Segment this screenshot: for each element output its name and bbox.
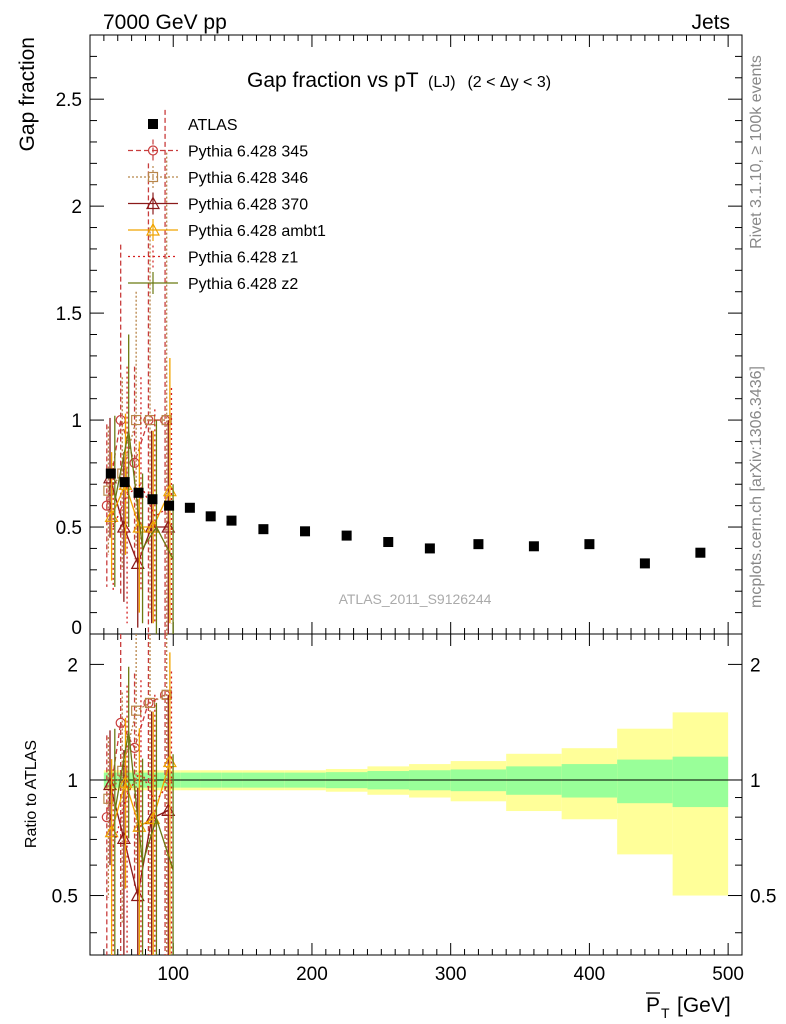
legend-label: Pythia 6.428 z1 <box>188 250 298 267</box>
legend-marker <box>145 222 161 236</box>
chart-title: Gap fraction vs pT (LJ) (2 < Δy < 3) <box>247 69 551 92</box>
y-tick-label: 0.5 <box>56 518 82 539</box>
atlas-data-point <box>205 511 216 522</box>
atlas-data-point <box>341 530 352 541</box>
ratio-series-point <box>144 697 156 709</box>
ratio-series-point <box>103 793 114 804</box>
atlas-data-point <box>639 558 650 569</box>
y-tick-label: 1 <box>71 411 82 432</box>
legend-marker <box>148 119 158 129</box>
ratio-inner-band <box>617 759 673 804</box>
ratio-series-line <box>112 768 172 848</box>
legend-label: ATLAS <box>188 117 238 134</box>
x-tick-label: 100 <box>157 964 189 985</box>
atlas-data-point <box>164 500 175 511</box>
ratio-inner-band <box>506 766 562 795</box>
atlas-data-point <box>184 502 195 513</box>
y-tick-label: 0 <box>71 618 82 639</box>
series-point <box>161 414 172 426</box>
legend-label: Pythia 6.428 370 <box>188 197 308 214</box>
x-axis-label: P T [GeV] <box>646 992 731 1021</box>
mcplots-text: mcplots.cern.ch [arXiv:1306.3436] <box>748 366 765 608</box>
ratio-plot-area <box>101 634 177 955</box>
y-axis-label: Gap fraction <box>16 37 39 151</box>
svg-text:P: P <box>646 994 660 1017</box>
legend-label: Pythia 6.428 z2 <box>188 276 298 293</box>
ratio-series-point <box>116 831 131 845</box>
ratio-series-point <box>161 689 172 700</box>
ratio-y-tick-label-left: 2 <box>67 655 78 676</box>
svg-text:T: T <box>661 1005 670 1021</box>
legend-label: Pythia 6.428 346 <box>188 170 308 187</box>
ratio-uncertainty-bands <box>90 712 742 896</box>
atlas-data-point <box>258 524 269 535</box>
svg-text:[GeV]: [GeV] <box>677 994 731 1017</box>
ratio-y-axis-label: Ratio to ATLAS <box>23 740 40 848</box>
ratio-inner-band <box>672 756 729 808</box>
axis-ticks: 100 200 300 400 500 0 0.5 1 1.5 2 2.5 0.5 1 2 0.5 1 2 <box>52 34 776 985</box>
energy-label: 7000 GeV pp <box>103 11 227 34</box>
atlas-data-point <box>300 526 311 537</box>
series-point <box>116 519 131 533</box>
ratio-series-point <box>130 888 145 902</box>
atlas-data-point <box>105 468 116 479</box>
ratio-y-tick-label-left: 0.5 <box>52 887 78 908</box>
ratio-series-point <box>102 777 118 791</box>
ratio-y-tick-label-right: 1 <box>750 771 761 792</box>
rivet-version-text: Rivet 3.1.10, ≥ 100k events <box>748 55 765 249</box>
atlas-data-point <box>147 494 158 505</box>
atlas-data-point <box>119 477 130 488</box>
x-tick-label: 500 <box>712 964 744 985</box>
atlas-data-point <box>695 547 706 558</box>
ratio-inner-band <box>561 764 618 798</box>
series-point <box>103 485 114 496</box>
x-tick-label: 200 <box>296 964 328 985</box>
atlas-data-point <box>473 539 484 550</box>
y-tick-label: 1.5 <box>56 304 82 325</box>
legend: ATLAS Pythia 6.428 345 Pythia 6.428 346 Pyt… <box>128 117 326 294</box>
atlas-data-point <box>226 515 237 526</box>
x-tick-label: 300 <box>435 964 467 985</box>
legend-marker <box>145 196 161 210</box>
ratio-y-tick-label-right: 0.5 <box>750 887 776 908</box>
analysis-watermark: ATLAS_2011_S9126244 <box>339 591 492 607</box>
atlas-data-point <box>383 537 394 548</box>
atlas-data-point <box>424 543 435 554</box>
y-tick-label: 2 <box>71 197 82 218</box>
atlas-data-point <box>133 487 144 498</box>
ratio-y-tick-label-left: 1 <box>67 771 78 792</box>
y-tick-label: 2.5 <box>56 90 82 111</box>
atlas-data-point <box>528 541 539 552</box>
legend-label: Pythia 6.428 ambt1 <box>188 223 326 240</box>
series-point <box>131 414 142 426</box>
legend-marker <box>147 171 159 183</box>
atlas-data-point <box>584 539 595 550</box>
ratio-y-tick-label-right: 2 <box>750 655 761 676</box>
main-plot-area <box>101 109 706 634</box>
process-label: Jets <box>691 11 730 34</box>
legend-label: Pythia 6.428 345 <box>188 144 308 161</box>
x-tick-label: 400 <box>574 964 606 985</box>
ratio-series-point <box>161 803 176 816</box>
ratio-panel-frame <box>89 633 743 956</box>
series-point <box>161 519 176 533</box>
legend-marker <box>147 145 159 156</box>
